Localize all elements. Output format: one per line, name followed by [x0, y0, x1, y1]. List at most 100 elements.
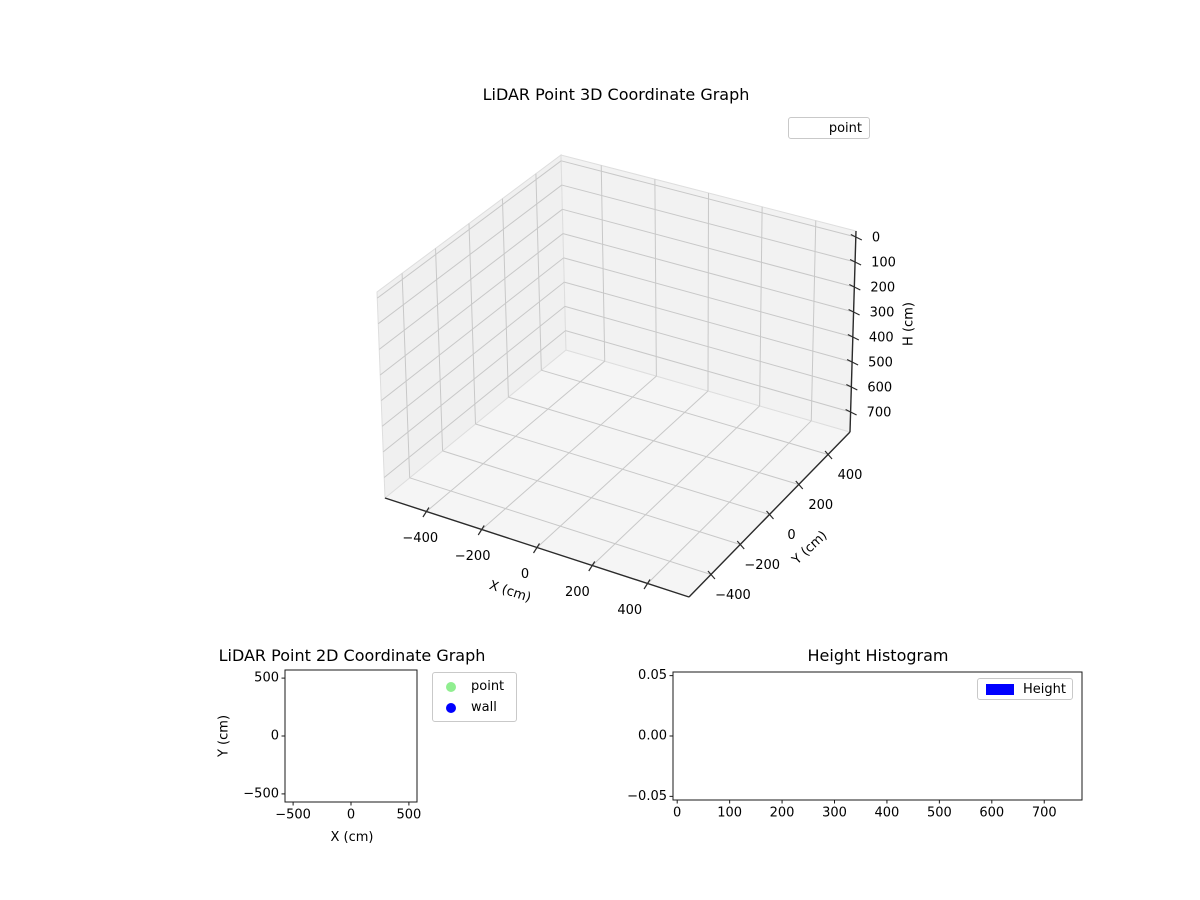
- wall-marker-icon: [446, 702, 456, 713]
- plot3d-xtick-label: 400: [617, 603, 642, 618]
- plot3d-ytick-label: 400: [838, 468, 863, 483]
- plot3d-ytick: [736, 540, 745, 550]
- histogram-xtick-label: 100: [717, 806, 742, 821]
- plot3d-gridline: [561, 160, 856, 238]
- plot2d-yaxis-label: Y (cm): [216, 714, 232, 758]
- plot3d-axis-lines: [384, 230, 863, 598]
- plot3d-gridline: [378, 208, 563, 350]
- plot3d-gridline: [759, 206, 763, 406]
- plot3d-ytick: [795, 480, 804, 490]
- plot3d-ytick: [766, 510, 774, 520]
- histogram-xtick-label: 200: [770, 806, 795, 821]
- point-marker-icon: [446, 681, 456, 692]
- plot3d-title: LiDAR Point 3D Coordinate Graph: [482, 85, 750, 104]
- plot3d-xtick-label: −400: [402, 531, 438, 546]
- plot3d-xtick-label: 200: [565, 585, 590, 600]
- histogram-ytick-label: −0.05: [627, 789, 667, 804]
- plot3d-ztick-label: 300: [870, 306, 895, 321]
- plot3d-ztick-label: 600: [867, 381, 892, 396]
- plot3d-gridline: [501, 198, 509, 398]
- plot3d-gridline: [409, 477, 712, 575]
- plot3d-gridline: [381, 281, 565, 427]
- plot2d-xtick-label: 500: [396, 808, 421, 823]
- plot2d-xaxis-label: X (cm): [330, 830, 374, 845]
- plot3d-ztick: [850, 233, 863, 241]
- plot2d-legend-row-point: point: [446, 679, 516, 694]
- plot3d-gridline: [564, 305, 852, 388]
- plot3d-ytick-label: −200: [744, 558, 780, 573]
- plot2d-ytick-label: 500: [254, 671, 279, 686]
- histogram-xtick-label: 700: [1032, 806, 1057, 821]
- histogram-xtick-label: 0: [673, 806, 681, 821]
- plot3d-gridline: [563, 257, 853, 338]
- plot3d-xtick: [477, 525, 485, 536]
- plot3d-ztick-label: 400: [869, 331, 894, 346]
- plot3d-ztick-label: 700: [867, 406, 892, 421]
- plot3d-ytick-label: −400: [715, 588, 751, 603]
- plot3d-gridline: [468, 223, 476, 425]
- plot3d-ztick: [848, 308, 860, 316]
- plot3d-ztick: [846, 383, 858, 391]
- plot3d-gridline: [707, 192, 709, 392]
- plot3d-gridline: [600, 165, 606, 362]
- plot3d-zaxis-label: H (cm): [901, 302, 917, 346]
- plot3d-gridline: [654, 179, 657, 377]
- histogram-xtick-label: 300: [822, 806, 847, 821]
- plot3d-gridline: [401, 273, 411, 478]
- plot3d-gridline: [565, 330, 851, 413]
- plot2d-axes: −500 0 500 500 0 −500: [243, 669, 421, 823]
- plot3d-legend: point: [788, 117, 870, 139]
- histogram-legend: Height: [977, 678, 1073, 700]
- plot3d-gridline: [382, 305, 566, 453]
- plot3d-ztick-label: 500: [868, 356, 893, 371]
- histogram-xtick-label: 400: [875, 806, 900, 821]
- height-bar-swatch-icon: [986, 683, 1014, 695]
- plot3d-ztick-label: 0: [872, 231, 880, 246]
- plot3d-ztick: [846, 358, 859, 366]
- plot2d-title: LiDAR Point 2D Coordinate Graph: [218, 646, 486, 665]
- plot3d-ytick: [707, 570, 716, 580]
- plot3d-gridline: [380, 257, 564, 402]
- plot2d-xtick-label: 0: [347, 808, 355, 823]
- histogram-xtick-label: 500: [927, 806, 952, 821]
- plot3d-gridline: [810, 220, 817, 421]
- plot2d-frame: [284, 669, 418, 803]
- plot3d-ztick-label: 200: [870, 281, 895, 296]
- plot2d-legend-label-wall: wall: [471, 700, 497, 715]
- plot3d-xtick: [422, 507, 430, 518]
- plot3d-xtick-label: −200: [455, 549, 491, 564]
- plot3d-gridline: [508, 396, 799, 485]
- plot3d-gridline: [562, 208, 855, 288]
- plot2d-xtick-label: −500: [275, 808, 311, 823]
- plot3d-gridline: [475, 423, 770, 515]
- plot3d-xtick-label: 0: [521, 567, 529, 582]
- plot3d-ytick-label: 0: [787, 528, 795, 543]
- plot3d-gridline: [535, 173, 542, 371]
- plot3d-gridline: [564, 281, 853, 363]
- plot3d-axes: [376, 154, 857, 598]
- plot3d-ztick-label: 100: [871, 256, 896, 271]
- plot3d-xtick: [643, 579, 651, 590]
- plot3d-legend-label-point: point: [828, 120, 862, 136]
- plot3d-gridline: [562, 233, 854, 313]
- plot3d-gridline: [442, 450, 741, 545]
- plot3d-gridline: [561, 184, 856, 263]
- plot3d-gridline: [383, 330, 566, 478]
- histogram-legend-label-height: Height: [1023, 681, 1066, 697]
- plot3d-ytick: [824, 450, 833, 460]
- plot3d-gridline: [376, 160, 562, 299]
- plot3d-z-axis-line: [849, 230, 857, 433]
- plot3d-gridline: [435, 248, 444, 451]
- plot3d-xtick: [532, 543, 541, 554]
- plot2d-legend-row-wall: wall: [446, 700, 516, 715]
- plot3d-gridline: [377, 184, 563, 325]
- plot2d-legend: point wall: [432, 672, 517, 722]
- plot2d-legend-label-point: point: [471, 679, 505, 694]
- histogram-xtick-label: 600: [979, 806, 1004, 821]
- plot3d-gridline: [541, 369, 829, 455]
- plot3d-grid: [376, 160, 856, 584]
- histogram-ytick-label: 0.00: [638, 729, 667, 744]
- plot3d-ztick: [849, 283, 861, 291]
